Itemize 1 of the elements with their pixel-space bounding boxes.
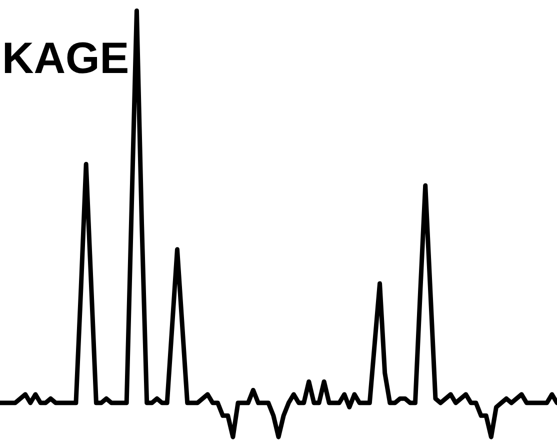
annotation: KAGE	[2, 34, 130, 83]
